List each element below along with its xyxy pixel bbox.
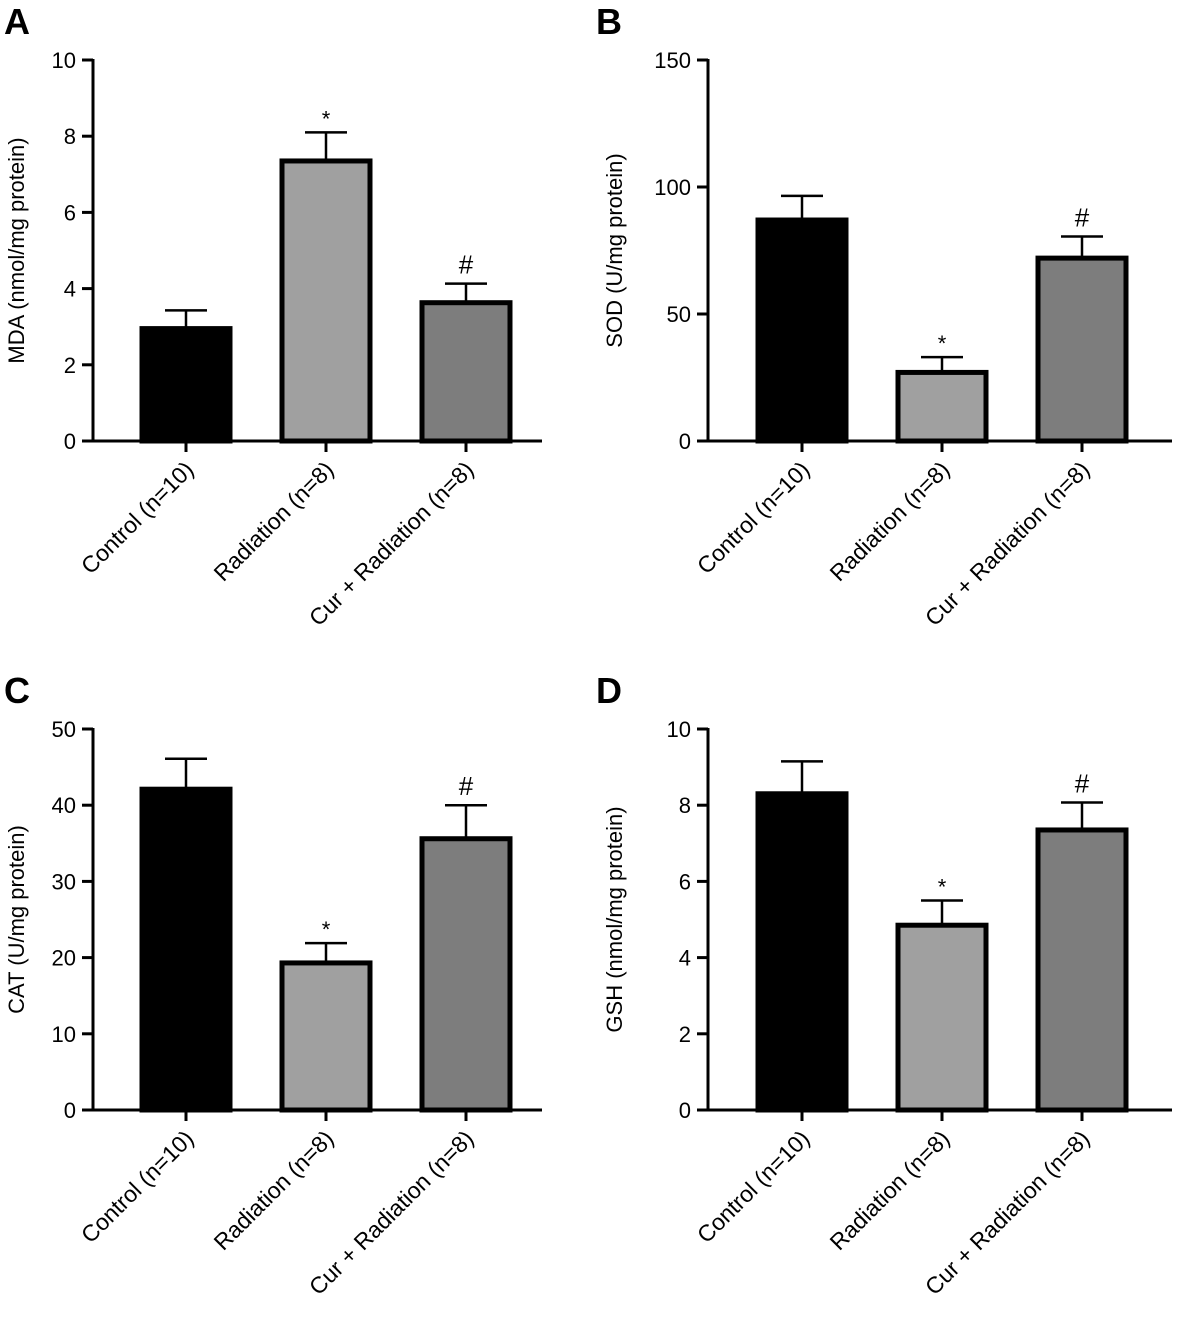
bar xyxy=(1035,827,1129,1113)
bar xyxy=(895,922,989,1113)
x-tick-label: Control (n=10) xyxy=(692,1125,815,1248)
x-tick-label: Control (n=10) xyxy=(76,1125,199,1248)
panel-letter: D xyxy=(596,670,622,711)
significance-hash: # xyxy=(459,771,474,801)
chart-panel-a: A MDA (nmol/mg protein) 0 2 4 6 8 10 Control (n=… xyxy=(4,1,542,631)
y-tick-label: 40 xyxy=(52,793,76,818)
y-tick-label: 10 xyxy=(52,48,76,73)
y-axis-title: SOD (U/mg protein) xyxy=(602,153,627,347)
panel-letter: C xyxy=(4,670,30,711)
significance-hash: # xyxy=(459,250,474,280)
panel-letter: A xyxy=(4,1,30,42)
x-tick-label: Radiation (n=8) xyxy=(824,456,954,586)
y-tick-label: 0 xyxy=(64,429,76,454)
y-tick-label: 150 xyxy=(654,48,691,73)
bar xyxy=(419,836,513,1113)
y-tick-label: 0 xyxy=(679,429,691,454)
bar xyxy=(139,786,233,1113)
y-tick-label: 6 xyxy=(679,869,691,894)
x-tick-label: Radiation (n=8) xyxy=(824,1125,954,1255)
y-tick-label: 8 xyxy=(64,124,76,149)
significance-star: * xyxy=(938,874,947,899)
y-tick-label: 4 xyxy=(679,946,691,971)
bar xyxy=(139,326,233,444)
y-tick-label: 20 xyxy=(52,946,76,971)
chart-panel-c: C CAT (U/mg protein) 0 10 20 30 40 50 Control (n… xyxy=(4,670,542,1300)
panel-letter: B xyxy=(596,1,622,42)
bar xyxy=(279,158,373,444)
y-axis-title: GSH (nmol/mg protein) xyxy=(602,806,627,1032)
y-axis-title: MDA (nmol/mg protein) xyxy=(4,137,29,363)
bar xyxy=(895,369,989,444)
y-tick-label: 10 xyxy=(667,717,691,742)
bar xyxy=(755,791,849,1113)
bar xyxy=(279,960,373,1113)
y-tick-label: 8 xyxy=(679,793,691,818)
x-tick-label: Control (n=10) xyxy=(692,456,815,579)
y-tick-label: 50 xyxy=(52,717,76,742)
significance-star: * xyxy=(938,331,947,356)
x-tick-label: Control (n=10) xyxy=(76,456,199,579)
y-tick-label: 2 xyxy=(64,353,76,378)
significance-star: * xyxy=(322,917,331,942)
y-tick-label: 0 xyxy=(64,1098,76,1123)
bar xyxy=(1035,255,1129,444)
y-tick-label: 50 xyxy=(667,302,691,327)
y-tick-label: 30 xyxy=(52,869,76,894)
x-tick-label: Radiation (n=8) xyxy=(208,1125,338,1255)
significance-star: * xyxy=(322,106,331,131)
chart-panel-d: D GSH (nmol/mg protein) 0 2 4 6 8 10 Control (n=… xyxy=(596,670,1172,1300)
bar xyxy=(755,217,849,444)
x-tick-label: Radiation (n=8) xyxy=(208,456,338,586)
y-tick-label: 10 xyxy=(52,1022,76,1047)
y-tick-label: 0 xyxy=(679,1098,691,1123)
significance-hash: # xyxy=(1075,769,1090,799)
y-tick-label: 2 xyxy=(679,1022,691,1047)
y-tick-label: 100 xyxy=(654,175,691,200)
y-tick-label: 4 xyxy=(64,277,76,302)
significance-hash: # xyxy=(1075,203,1090,233)
y-tick-label: 6 xyxy=(64,200,76,225)
y-axis-title: CAT (U/mg protein) xyxy=(4,825,29,1014)
bar xyxy=(419,300,513,444)
chart-panel-b: B SOD (U/mg protein) 0 50 100 150 Control (n=1… xyxy=(596,1,1172,631)
